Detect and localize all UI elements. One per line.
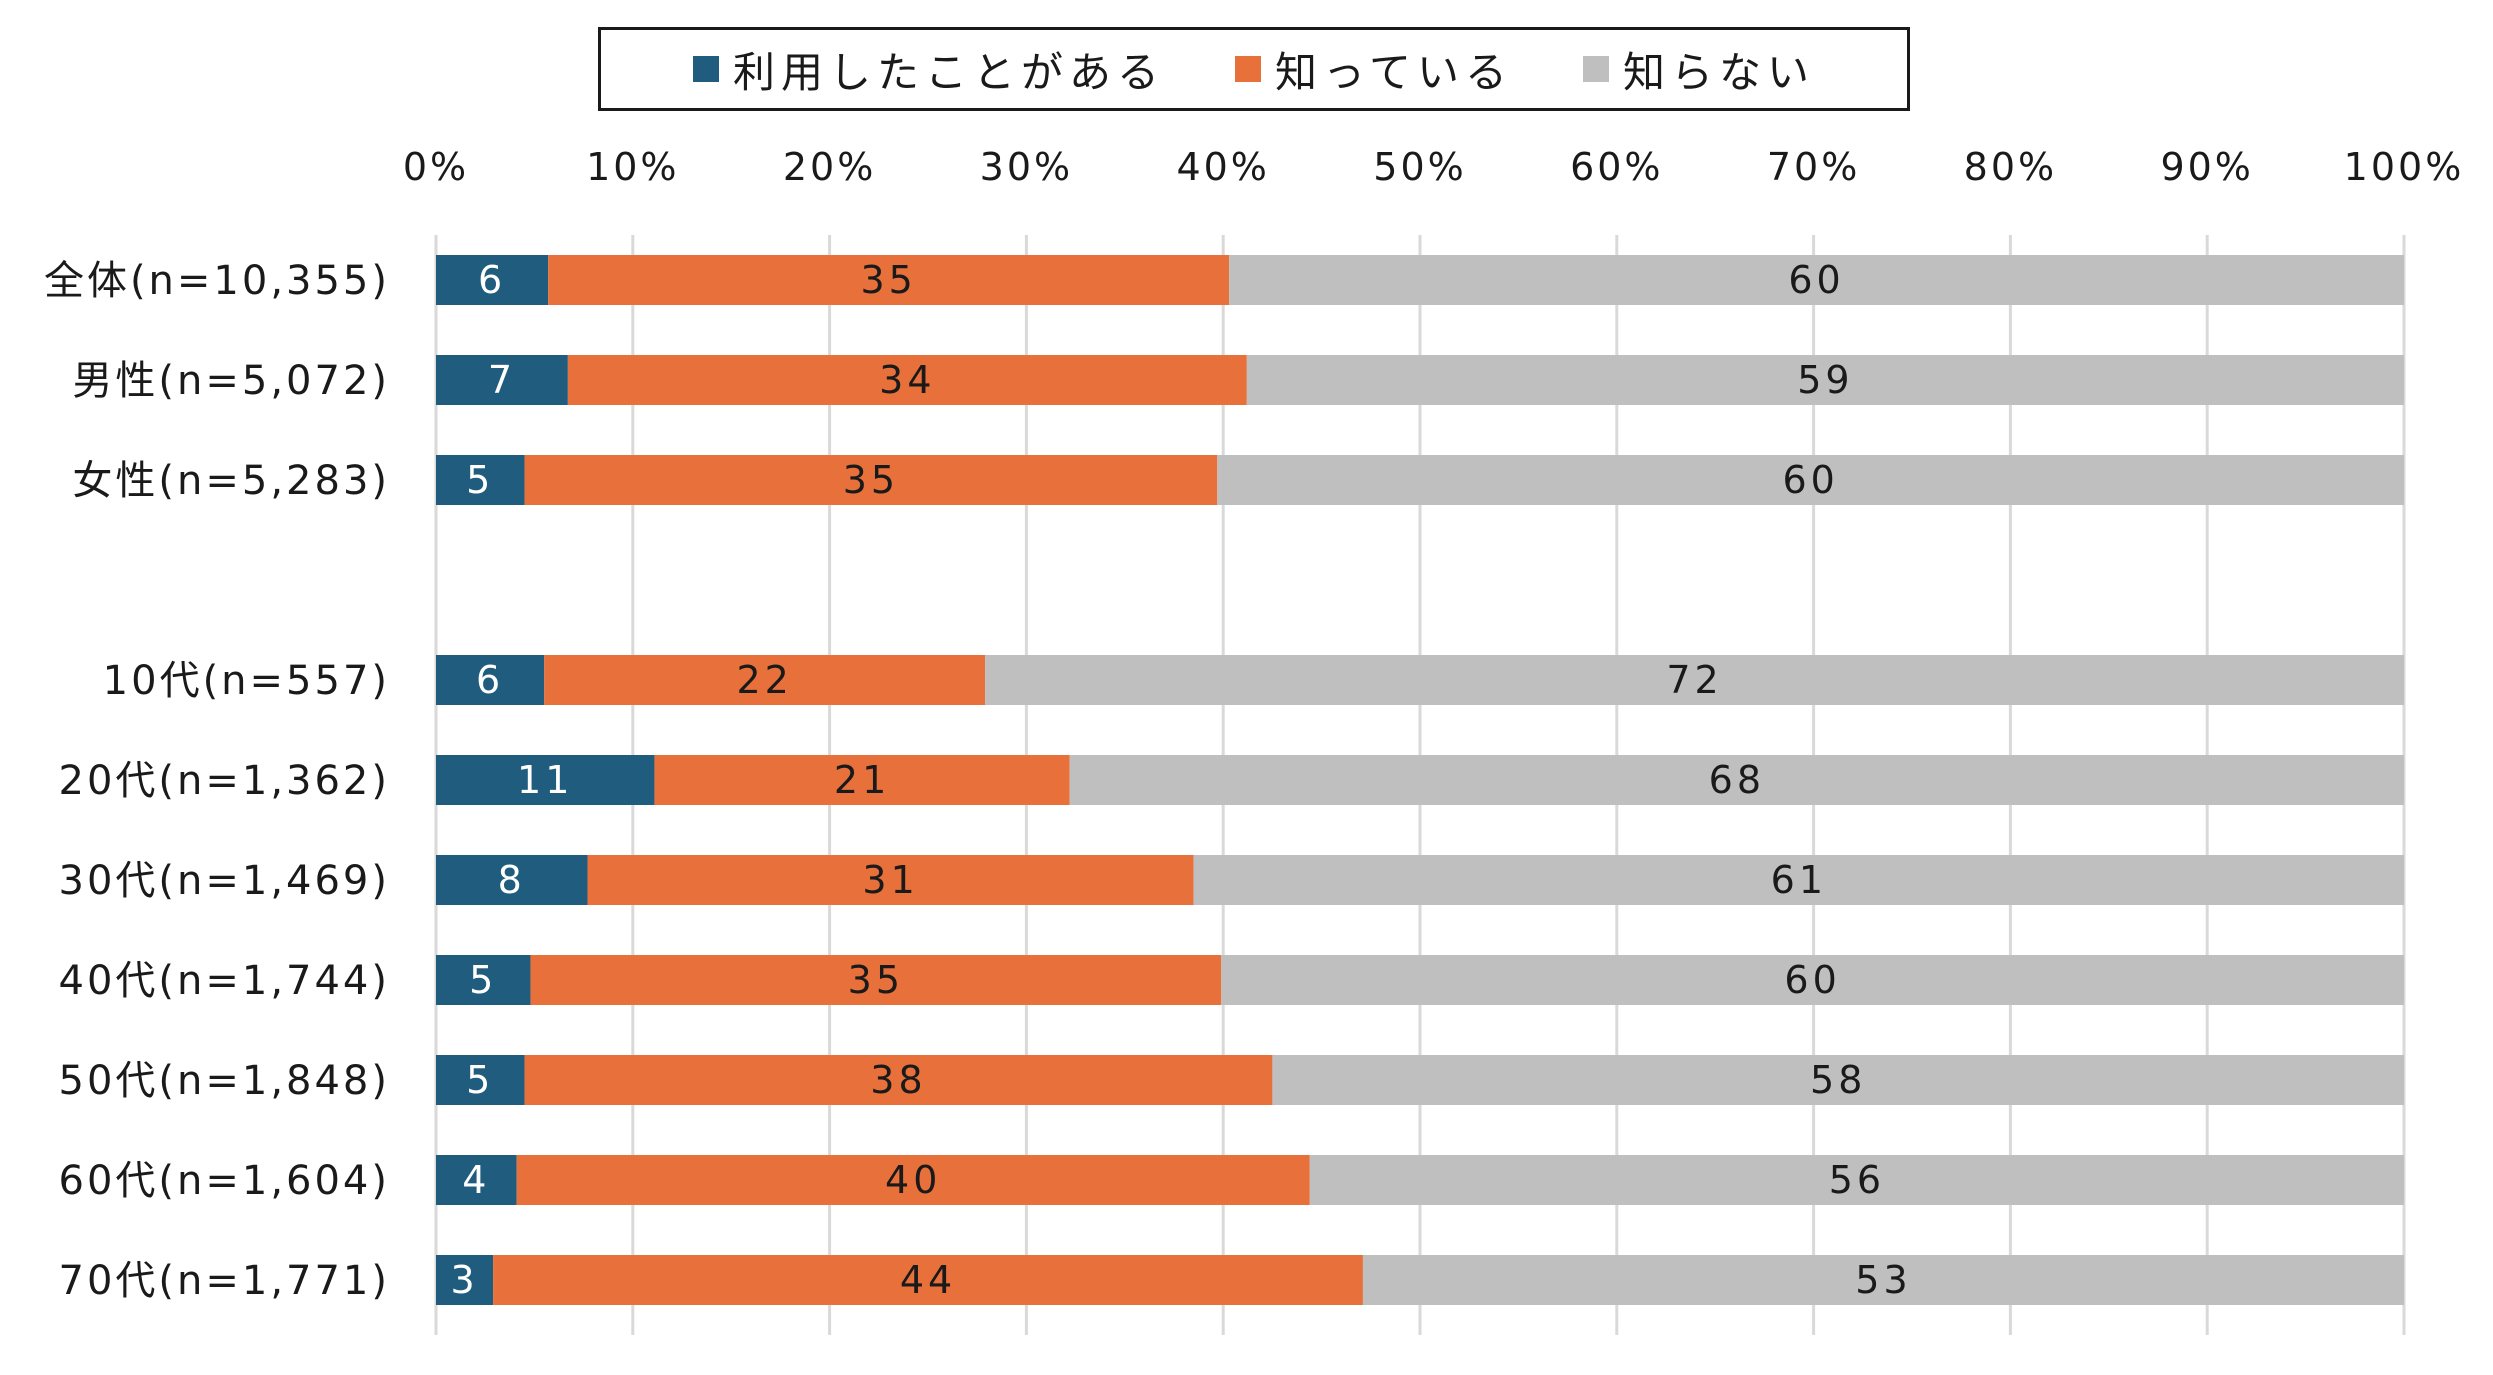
data-label: 44 <box>900 1258 956 1302</box>
bar-segment <box>654 755 1070 805</box>
data-label: 38 <box>870 1058 926 1102</box>
bars <box>436 255 2404 1305</box>
data-label: 72 <box>1666 658 1722 702</box>
data-label: 35 <box>860 258 916 302</box>
x-tick-label: 80% <box>1964 145 2057 189</box>
bar-segment <box>436 655 545 705</box>
bar-segment <box>436 455 525 505</box>
x-tick-label: 30% <box>980 145 1073 189</box>
bar-segment <box>436 755 655 805</box>
data-label: 60 <box>1782 458 1838 502</box>
bar-segment <box>436 955 531 1005</box>
data-label: 60 <box>1784 958 1840 1002</box>
bar-segment <box>1309 1155 2404 1205</box>
legend-label: 知らない <box>1622 47 1815 97</box>
category-label: 20代(n=1,362) <box>59 758 391 804</box>
data-label: 58 <box>1810 1058 1866 1102</box>
legend-swatch <box>1235 56 1262 82</box>
bar-segment <box>1069 755 2404 805</box>
bar-segment <box>436 255 549 305</box>
bar-segment <box>493 1255 1363 1305</box>
data-label: 3 <box>450 1258 478 1302</box>
data-label: 5 <box>469 958 497 1002</box>
bar-segment <box>548 255 1230 305</box>
bar-segment <box>544 655 986 705</box>
data-label: 60 <box>1788 258 1844 302</box>
data-label: 59 <box>1797 358 1853 402</box>
bar-segment <box>524 1055 1273 1105</box>
data-label: 56 <box>1829 1158 1885 1202</box>
data-label: 6 <box>476 658 504 702</box>
bar-segment <box>436 355 568 405</box>
bar-segment <box>1246 355 2404 405</box>
category-label: 男性(n=5,072) <box>72 358 390 404</box>
category-label: 30代(n=1,469) <box>59 858 391 904</box>
x-tick-label: 60% <box>1570 145 1663 189</box>
data-label: 5 <box>466 1058 494 1102</box>
legend-item: 知っている <box>1235 39 1513 100</box>
bar-segment <box>1362 1255 2404 1305</box>
data-label: 7 <box>488 358 516 402</box>
data-label: 31 <box>862 858 918 902</box>
legend-item: 知らない <box>1582 39 1815 100</box>
bar-segment <box>1217 455 2404 505</box>
data-label: 68 <box>1709 758 1765 802</box>
data-label: 11 <box>517 758 573 802</box>
data-label: 40 <box>885 1158 941 1202</box>
legend-swatch <box>1582 56 1609 82</box>
data-label: 34 <box>879 358 935 402</box>
bar-segment <box>1229 255 2404 305</box>
x-tick-label: 70% <box>1767 145 1860 189</box>
bar-segment <box>436 1055 525 1105</box>
category-label: 全体(n=10,355) <box>44 258 390 304</box>
data-label: 35 <box>848 958 904 1002</box>
bar-segment <box>567 355 1247 405</box>
data-label: 22 <box>736 658 792 702</box>
category-label: 60代(n=1,604) <box>59 1158 391 1204</box>
bar-segment <box>1272 1055 2404 1105</box>
data-label: 21 <box>834 758 890 802</box>
category-label: 40代(n=1,744) <box>59 958 391 1004</box>
bar-segment <box>516 1155 1310 1205</box>
x-tick-label: 90% <box>2160 145 2253 189</box>
data-label: 61 <box>1771 858 1827 902</box>
bar-segment <box>1193 855 2404 905</box>
bar-segment <box>530 955 1222 1005</box>
legend-label: 知っている <box>1275 47 1513 97</box>
x-tick-label: 40% <box>1176 145 1269 189</box>
data-label: 8 <box>498 858 526 902</box>
legend-label: 利用したことがある <box>733 47 1166 97</box>
bar-segment <box>587 855 1194 905</box>
x-tick-label: 50% <box>1373 145 1466 189</box>
category-label: 女性(n=5,283) <box>72 458 390 504</box>
bar-segment <box>436 855 588 905</box>
bar-segment <box>985 655 2404 705</box>
data-label: 53 <box>1855 1258 1911 1302</box>
bar-segment <box>436 1155 517 1205</box>
x-tick-label: 20% <box>783 145 876 189</box>
bar-segment <box>1221 955 2404 1005</box>
legend-swatch <box>693 56 720 82</box>
legend: 利用したことがある 知っている 知らない <box>598 27 1910 111</box>
bar-segment <box>436 1255 494 1305</box>
data-label: 35 <box>843 458 899 502</box>
data-label: 6 <box>478 258 506 302</box>
category-label: 50代(n=1,848) <box>59 1058 391 1104</box>
x-axis-ticks: 0% 10% 20% 30% 40% 50% 60% 70% 80% 90% 100% <box>403 145 2465 189</box>
category-labels: 全体(n=10,355) 男性(n=5,072) 女性(n=5,283) 10代(n=… <box>44 258 391 1304</box>
category-label: 10代(n=557) <box>103 658 390 704</box>
data-label: 5 <box>466 458 494 502</box>
bar-segment <box>524 455 1218 505</box>
x-tick-label: 100% <box>2344 145 2465 189</box>
data-label: 4 <box>462 1158 490 1202</box>
x-tick-label: 0% <box>403 145 469 189</box>
legend-item: 利用したことがある <box>693 39 1165 100</box>
x-tick-label: 10% <box>586 145 679 189</box>
category-label: 70代(n=1,771) <box>59 1258 391 1304</box>
